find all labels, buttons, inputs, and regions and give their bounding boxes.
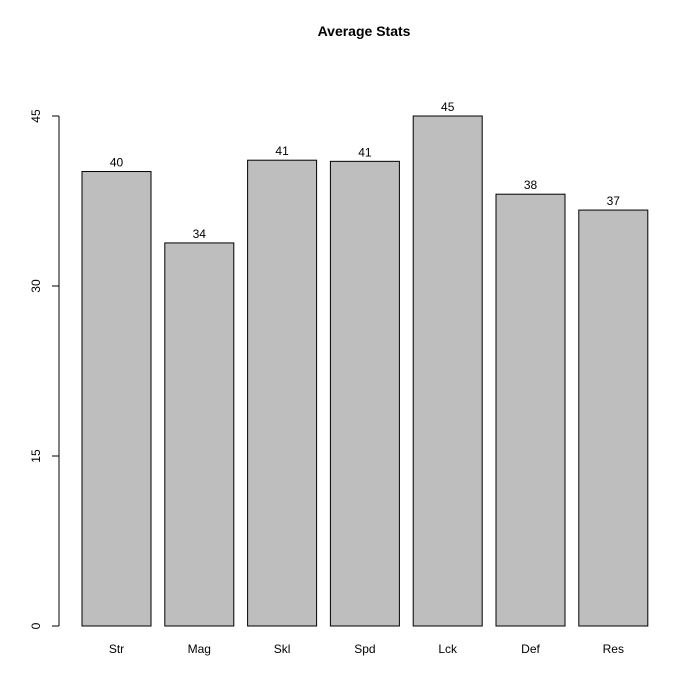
- x-label-str: Str: [109, 642, 124, 656]
- x-label-mag: Mag: [188, 642, 211, 656]
- y-tick-label-30: 30: [29, 279, 43, 293]
- bar-mag: [164, 242, 235, 627]
- x-label-lck: Lck: [438, 642, 458, 656]
- y-tick-label-15: 15: [29, 449, 43, 463]
- x-label-spd: Spd: [354, 642, 375, 656]
- y-axis: 0 15 30 45: [29, 109, 60, 629]
- bar-str: [81, 171, 152, 627]
- data-label-mag: 34: [193, 227, 207, 241]
- data-label-lck: 45: [441, 100, 455, 114]
- data-labels: 40 34 41 41 45 38 37: [110, 100, 620, 241]
- data-label-spd: 41: [358, 145, 372, 159]
- data-label-def: 38: [524, 178, 538, 192]
- data-label-str: 40: [110, 156, 124, 170]
- bar-spd: [329, 160, 400, 627]
- chart-title: Average Stats: [318, 23, 411, 39]
- bar-res: [578, 209, 649, 627]
- x-label-def: Def: [521, 642, 540, 656]
- data-label-res: 37: [607, 194, 621, 208]
- x-label-res: Res: [603, 642, 624, 656]
- y-tick-label-45: 45: [29, 109, 43, 123]
- x-label-skl: Skl: [274, 642, 291, 656]
- bars: [81, 115, 649, 627]
- bar-lck: [412, 115, 483, 627]
- bar-skl: [247, 159, 318, 627]
- x-axis-labels: Str Mag Skl Spd Lck Def Res: [109, 642, 624, 656]
- y-tick-label-0: 0: [29, 622, 43, 629]
- bar-def: [495, 193, 566, 627]
- data-label-skl: 41: [275, 144, 289, 158]
